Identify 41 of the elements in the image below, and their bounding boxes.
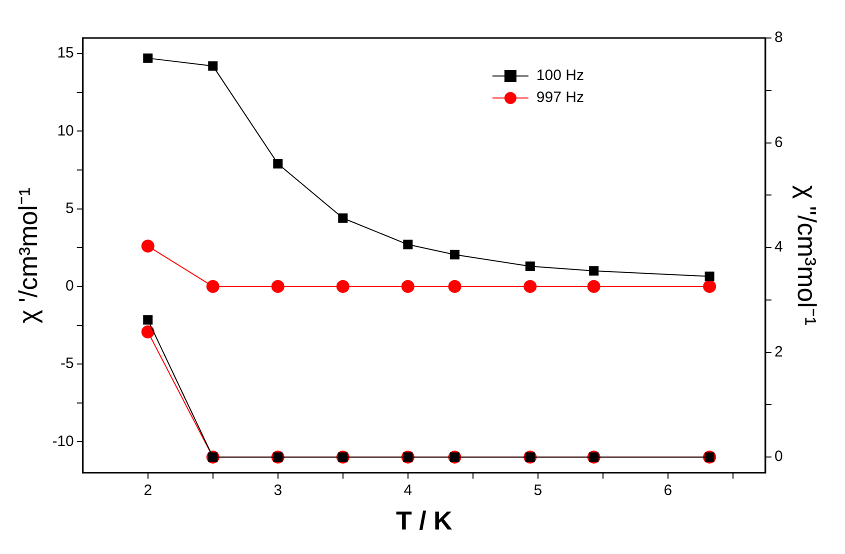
point xyxy=(336,280,350,293)
y2-tick-label: 2 xyxy=(774,343,783,360)
point xyxy=(143,315,153,325)
point xyxy=(450,250,460,260)
x-tick-label: 5 xyxy=(534,482,542,499)
point xyxy=(401,280,414,293)
x-tick-label: 3 xyxy=(274,482,282,499)
point xyxy=(589,266,599,276)
y-axis-title: χ '/cm³mol⁻¹ xyxy=(12,187,43,324)
point xyxy=(143,53,153,63)
y2-tick-label: 0 xyxy=(774,448,783,466)
point xyxy=(208,61,218,71)
point xyxy=(141,325,154,338)
y2-tick-label: 4 xyxy=(774,238,783,256)
point xyxy=(273,159,283,169)
point xyxy=(525,262,535,272)
point xyxy=(141,240,154,253)
point xyxy=(704,272,714,282)
x-axis-title: T / K xyxy=(396,506,453,536)
point xyxy=(403,240,413,250)
y-tick-label: 5 xyxy=(66,200,74,217)
legend-label: 997 Hz xyxy=(536,89,584,106)
y2-tick-label: 8 xyxy=(774,29,783,46)
point xyxy=(524,280,537,293)
x-tick-label: 2 xyxy=(144,482,152,499)
point xyxy=(587,280,600,293)
y-tick-label: 0 xyxy=(66,278,74,295)
y-tick-label: 10 xyxy=(57,122,74,140)
y-tick-label: 15 xyxy=(57,44,74,62)
legend-label: 100 Hz xyxy=(536,67,584,84)
y2-axis-title: χ "/cm³mol⁻¹ xyxy=(792,185,822,326)
y-tick-label: -5 xyxy=(60,355,74,372)
point xyxy=(338,213,348,223)
x-tick-label: 6 xyxy=(664,482,672,499)
y-tick-label: -10 xyxy=(52,432,74,450)
y2-tick-label: 6 xyxy=(774,134,783,151)
point xyxy=(703,280,716,293)
x-tick-label: 4 xyxy=(404,482,412,499)
point xyxy=(206,280,220,293)
point xyxy=(271,280,284,293)
point xyxy=(448,280,462,293)
